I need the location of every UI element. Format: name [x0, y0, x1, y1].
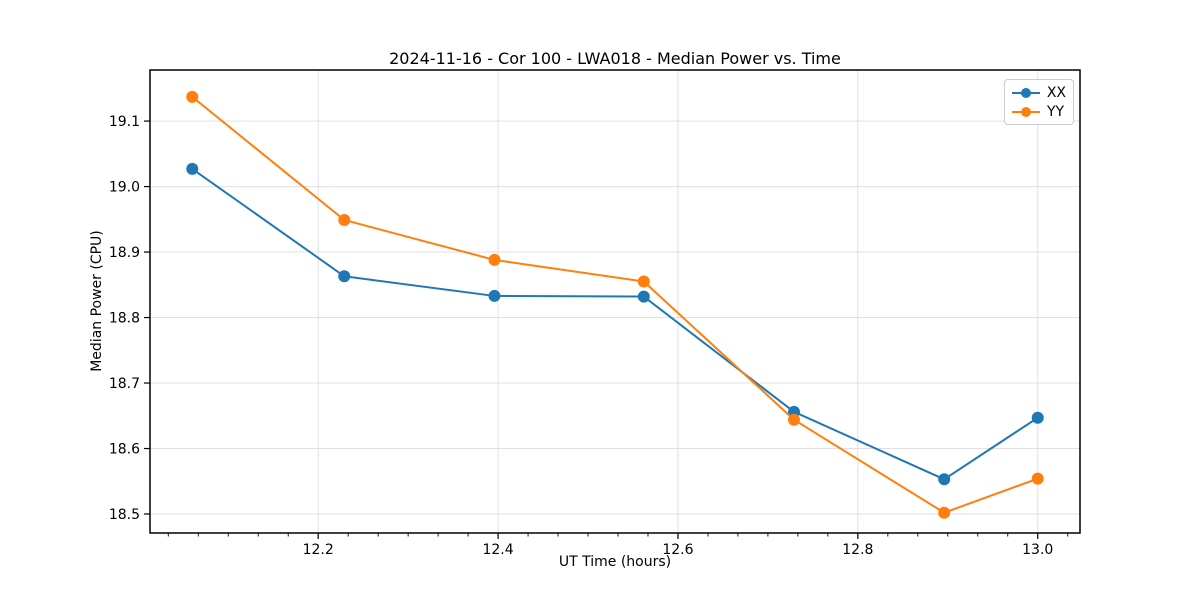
y-tick-label: 18.8	[109, 311, 140, 327]
legend: XX YY	[1004, 79, 1074, 125]
x-tick-label: 12.6	[662, 542, 693, 558]
legend-item-YY: YY	[1011, 102, 1066, 121]
legend-marker-YY	[1012, 106, 1040, 117]
data-point-YY	[637, 275, 650, 288]
data-point-XX	[488, 289, 501, 302]
data-point-XX	[637, 290, 650, 303]
data-point-YY	[1031, 472, 1044, 485]
data-point-XX	[186, 162, 199, 175]
data-point-YY	[186, 90, 199, 103]
y-tick-label: 18.5	[109, 507, 140, 523]
plot-border	[149, 69, 1081, 534]
legend-label: XX	[1046, 84, 1066, 101]
series-line-YY	[191, 96, 1039, 514]
data-point-XX	[338, 270, 351, 283]
x-axis-label: UT Time (hours)	[558, 554, 672, 570]
y-tick-label: 19.1	[109, 114, 140, 130]
legend-item-XX: XX	[1011, 83, 1066, 102]
legend-label: YY	[1047, 103, 1065, 120]
y-tick-label: 19.0	[109, 180, 140, 196]
chart-title: 2024-11-16 - Cor 100 - LWA018 - Median P…	[389, 49, 841, 68]
x-tick-label: 12.2	[303, 542, 334, 558]
data-point-YY	[488, 253, 501, 266]
x-tick-label: 12.8	[842, 542, 873, 558]
data-point-YY	[338, 213, 351, 226]
data-point-XX	[1031, 411, 1044, 424]
legend-marker-XX	[1012, 87, 1040, 98]
x-tick-label: 13.0	[1022, 542, 1053, 558]
data-point-XX	[938, 473, 951, 486]
data-point-YY	[787, 413, 800, 426]
data-point-YY	[938, 506, 951, 519]
series-line-XX	[191, 168, 1039, 481]
x-tick-label: 12.4	[482, 542, 513, 558]
y-tick-label: 18.7	[109, 376, 140, 392]
y-tick-label: 18.6	[109, 442, 140, 458]
y-tick-label: 18.9	[109, 245, 140, 261]
